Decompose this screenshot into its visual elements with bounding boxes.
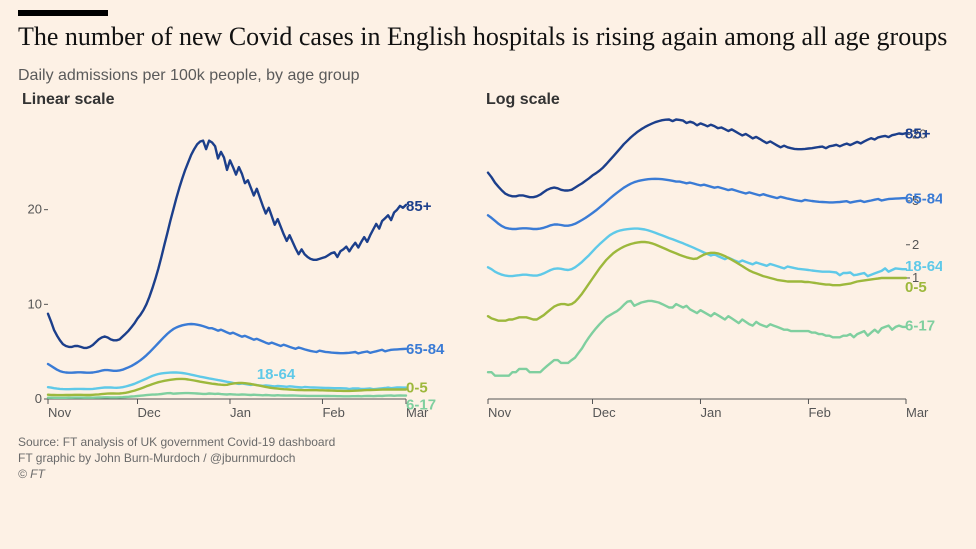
x-tick-label: Nov	[488, 405, 512, 420]
series-line-65-84	[488, 178, 906, 228]
y-tick-label: 20	[28, 201, 42, 216]
series-label-6-17: 6-17	[905, 317, 935, 334]
chart-title: The number of new Covid cases in English…	[18, 22, 958, 53]
chart-svg-linear: 01020NovDecJanFebMar85+65-8418-640-56-17	[18, 111, 458, 421]
x-tick-label: Dec	[138, 405, 162, 420]
series-line-18-64	[488, 228, 906, 276]
series-line-0-5	[488, 242, 906, 321]
top-accent-bar	[18, 10, 108, 16]
series-label-65-84: 65-84	[905, 190, 942, 207]
y-tick-label: 10	[28, 296, 42, 311]
x-tick-label: Mar	[906, 405, 929, 420]
series-label-0-5: 0-5	[905, 279, 927, 296]
charts-row: Linear scale 0 10 20 Nov Dec Jan Feb Mar 85+ 65-8…	[18, 91, 958, 426]
series-label-85+: 85+	[406, 198, 432, 215]
x-tick-label: Feb	[322, 405, 344, 420]
series-line-65-84	[48, 324, 406, 373]
x-tick-label: Nov	[48, 405, 72, 420]
panel-title-log: Log scale	[486, 91, 942, 109]
series-label-65-84: 65-84	[406, 341, 445, 358]
chart-log: Log scale 12520NovDecJanFebMar85+65-8418…	[482, 91, 942, 426]
panel-title-linear: Linear scale	[22, 91, 458, 109]
series-label-0-5: 0-5	[406, 379, 428, 396]
chart-linear: Linear scale 01020NovDecJanFebMar85+65-8…	[18, 91, 458, 426]
series-line-85+	[48, 140, 406, 347]
chart-subtitle: Daily admissions per 100k people, by age…	[18, 67, 958, 85]
series-label-18-64: 18-64	[257, 366, 296, 383]
x-tick-label: Dec	[593, 405, 617, 420]
y-tick-label: 2	[912, 236, 919, 251]
chart-svg-log: 12520NovDecJanFebMar85+65-8418-640-56-17	[482, 111, 942, 421]
series-label-18-64: 18-64	[905, 258, 942, 275]
series-label-6-17: 6-17	[406, 396, 436, 413]
footer-credit: FT graphic by John Burn-Murdoch / @jburn…	[18, 450, 958, 466]
y-tick-label: 0	[35, 391, 42, 406]
footer-source: Source: FT analysis of UK government Cov…	[18, 434, 958, 450]
x-tick-label: Feb	[808, 405, 830, 420]
series-line-6-17	[488, 301, 906, 376]
footer-copyright: © FT	[18, 466, 958, 482]
chart-footer: Source: FT analysis of UK government Cov…	[18, 434, 958, 483]
series-label-85+: 85+	[905, 125, 931, 142]
x-tick-label: Jan	[230, 405, 251, 420]
x-tick-label: Jan	[700, 405, 721, 420]
series-line-18-64	[48, 372, 406, 389]
